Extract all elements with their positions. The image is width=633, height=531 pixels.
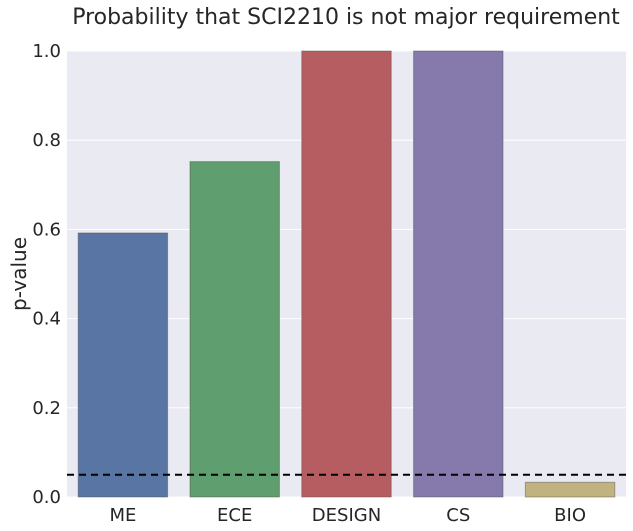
bar-me	[77, 232, 169, 498]
bar-bio	[524, 481, 616, 498]
y-axis-ticks: 0.0 0.2 0.4 0.6 0.8 1.0	[32, 41, 61, 508]
y-tick-label: 0.6	[32, 219, 61, 240]
x-tick-label-cs: CS	[446, 505, 470, 526]
x-tick-label-me: ME	[109, 505, 136, 526]
chart-title: Probability that SCI2210 is not major re…	[72, 5, 620, 30]
bar-design	[301, 50, 392, 498]
x-tick-label-design: DESIGN	[312, 505, 381, 526]
bars	[77, 50, 616, 498]
y-tick-label: 1.0	[32, 41, 61, 62]
x-tick-label-ece: ECE	[217, 505, 252, 526]
y-tick-label: 0.8	[32, 130, 61, 151]
y-tick-label: 0.2	[32, 398, 61, 419]
x-axis-ticks: ME ECE DESIGN CS BIO	[109, 505, 586, 526]
x-tick-label-bio: BIO	[554, 505, 586, 526]
y-axis-label: p-value	[7, 237, 31, 311]
bar-cs	[413, 50, 504, 498]
bar-ece	[189, 161, 280, 498]
y-tick-label: 0.4	[32, 309, 61, 330]
y-tick-label: 0.0	[32, 487, 61, 508]
